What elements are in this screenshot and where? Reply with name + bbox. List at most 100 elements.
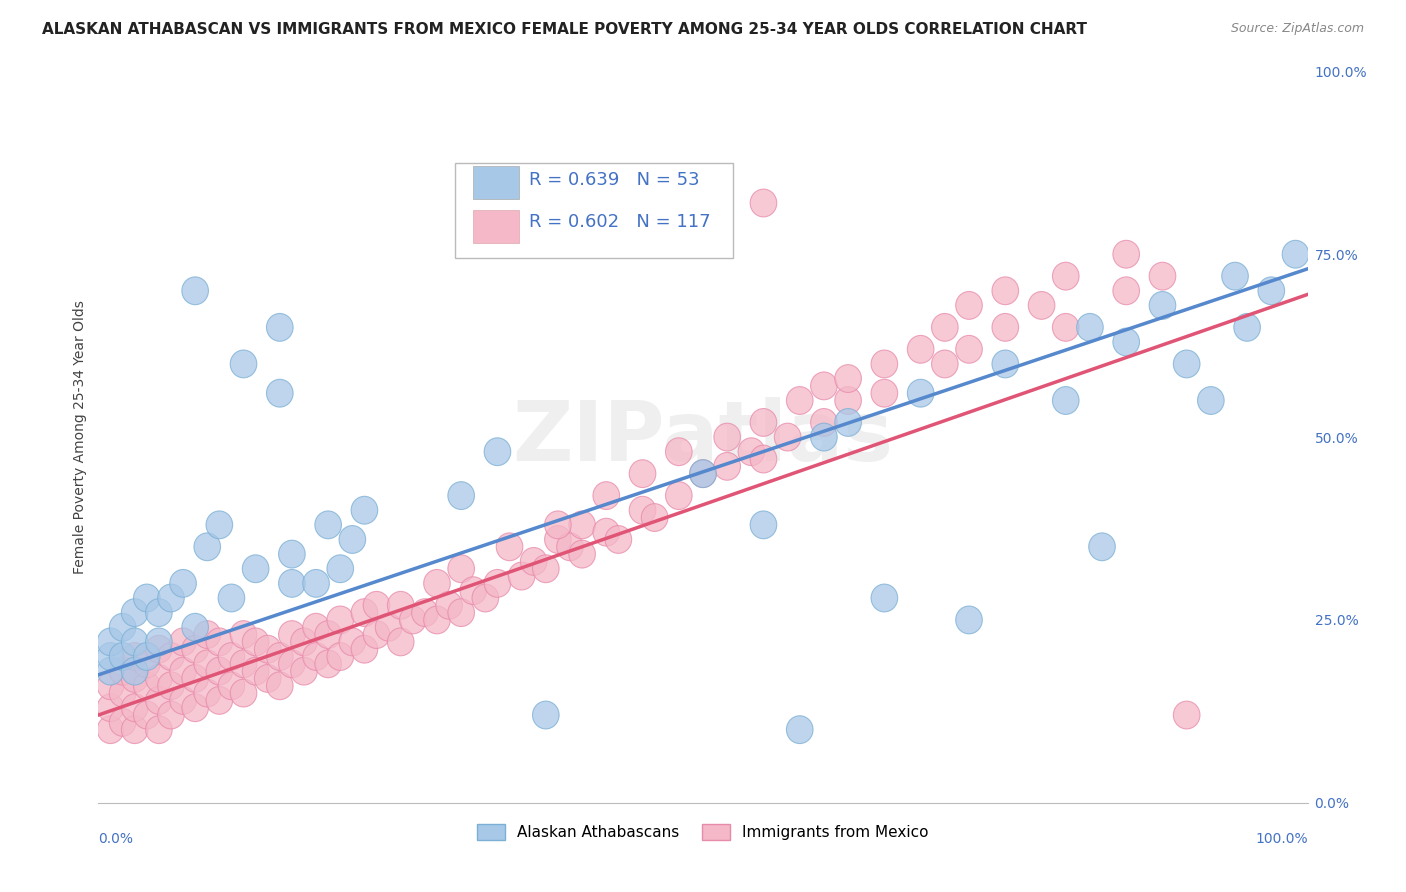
Ellipse shape — [97, 642, 124, 671]
Ellipse shape — [1222, 262, 1249, 290]
Ellipse shape — [786, 386, 813, 415]
Ellipse shape — [641, 504, 668, 532]
Ellipse shape — [835, 365, 862, 392]
Ellipse shape — [1077, 313, 1104, 342]
Ellipse shape — [932, 313, 957, 342]
Ellipse shape — [1114, 277, 1139, 305]
Ellipse shape — [207, 511, 232, 539]
Ellipse shape — [872, 379, 897, 407]
Ellipse shape — [302, 614, 329, 641]
Ellipse shape — [170, 628, 197, 656]
Ellipse shape — [786, 715, 813, 744]
Ellipse shape — [194, 679, 221, 707]
Y-axis label: Female Poverty Among 25-34 Year Olds: Female Poverty Among 25-34 Year Olds — [73, 300, 87, 574]
Ellipse shape — [775, 423, 801, 451]
Ellipse shape — [460, 577, 486, 605]
Ellipse shape — [146, 687, 172, 714]
Ellipse shape — [714, 423, 741, 451]
Ellipse shape — [231, 650, 257, 678]
Ellipse shape — [544, 511, 571, 539]
Ellipse shape — [170, 569, 197, 598]
Ellipse shape — [315, 511, 342, 539]
Ellipse shape — [509, 562, 534, 590]
Ellipse shape — [690, 459, 716, 488]
Ellipse shape — [278, 541, 305, 568]
Ellipse shape — [835, 409, 862, 436]
Ellipse shape — [352, 635, 378, 663]
Ellipse shape — [1053, 262, 1078, 290]
Ellipse shape — [328, 606, 353, 634]
Ellipse shape — [1114, 240, 1139, 268]
Ellipse shape — [375, 614, 402, 641]
Ellipse shape — [328, 555, 353, 582]
Ellipse shape — [484, 438, 510, 466]
Ellipse shape — [231, 621, 257, 648]
Ellipse shape — [1282, 240, 1309, 268]
Ellipse shape — [665, 438, 692, 466]
Ellipse shape — [932, 350, 957, 378]
Ellipse shape — [146, 635, 172, 663]
Ellipse shape — [533, 701, 560, 729]
Ellipse shape — [267, 672, 292, 699]
Ellipse shape — [630, 496, 655, 524]
Ellipse shape — [738, 438, 765, 466]
Ellipse shape — [690, 459, 716, 488]
Ellipse shape — [363, 591, 389, 619]
Ellipse shape — [194, 650, 221, 678]
Ellipse shape — [146, 599, 172, 626]
Ellipse shape — [315, 621, 342, 648]
Ellipse shape — [1258, 277, 1285, 305]
Ellipse shape — [496, 533, 523, 561]
Ellipse shape — [121, 599, 148, 626]
Ellipse shape — [134, 584, 160, 612]
Ellipse shape — [291, 628, 318, 656]
Ellipse shape — [363, 621, 389, 648]
Ellipse shape — [1234, 313, 1260, 342]
Ellipse shape — [267, 379, 292, 407]
Ellipse shape — [121, 694, 148, 722]
Ellipse shape — [194, 621, 221, 648]
Ellipse shape — [714, 452, 741, 480]
Ellipse shape — [146, 665, 172, 692]
Ellipse shape — [352, 496, 378, 524]
Ellipse shape — [593, 518, 620, 546]
Ellipse shape — [278, 621, 305, 648]
FancyBboxPatch shape — [456, 163, 734, 258]
Ellipse shape — [520, 548, 547, 575]
Ellipse shape — [811, 372, 837, 400]
Ellipse shape — [484, 569, 510, 598]
Ellipse shape — [328, 642, 353, 671]
Ellipse shape — [339, 525, 366, 553]
Ellipse shape — [956, 606, 983, 634]
Ellipse shape — [1053, 386, 1078, 415]
Text: 100.0%: 100.0% — [1256, 832, 1308, 846]
Ellipse shape — [423, 569, 450, 598]
Ellipse shape — [751, 189, 776, 217]
Ellipse shape — [436, 591, 463, 619]
Ellipse shape — [811, 423, 837, 451]
Ellipse shape — [665, 482, 692, 509]
Ellipse shape — [412, 599, 439, 626]
Text: R = 0.639   N = 53: R = 0.639 N = 53 — [529, 170, 700, 188]
Ellipse shape — [557, 533, 583, 561]
Ellipse shape — [207, 628, 232, 656]
Ellipse shape — [352, 599, 378, 626]
FancyBboxPatch shape — [474, 211, 519, 244]
Ellipse shape — [291, 657, 318, 685]
Ellipse shape — [544, 525, 571, 553]
Ellipse shape — [907, 379, 934, 407]
Ellipse shape — [134, 642, 160, 671]
Ellipse shape — [907, 335, 934, 363]
Ellipse shape — [1149, 262, 1175, 290]
Text: ALASKAN ATHABASCAN VS IMMIGRANTS FROM MEXICO FEMALE POVERTY AMONG 25-34 YEAR OLD: ALASKAN ATHABASCAN VS IMMIGRANTS FROM ME… — [42, 22, 1087, 37]
Ellipse shape — [993, 350, 1018, 378]
Ellipse shape — [956, 335, 983, 363]
Ellipse shape — [231, 350, 257, 378]
Legend: Alaskan Athabascans, Immigrants from Mexico: Alaskan Athabascans, Immigrants from Mex… — [471, 818, 935, 847]
Ellipse shape — [146, 715, 172, 744]
Ellipse shape — [121, 715, 148, 744]
Ellipse shape — [157, 701, 184, 729]
Ellipse shape — [993, 313, 1018, 342]
Ellipse shape — [388, 591, 413, 619]
Ellipse shape — [134, 672, 160, 699]
